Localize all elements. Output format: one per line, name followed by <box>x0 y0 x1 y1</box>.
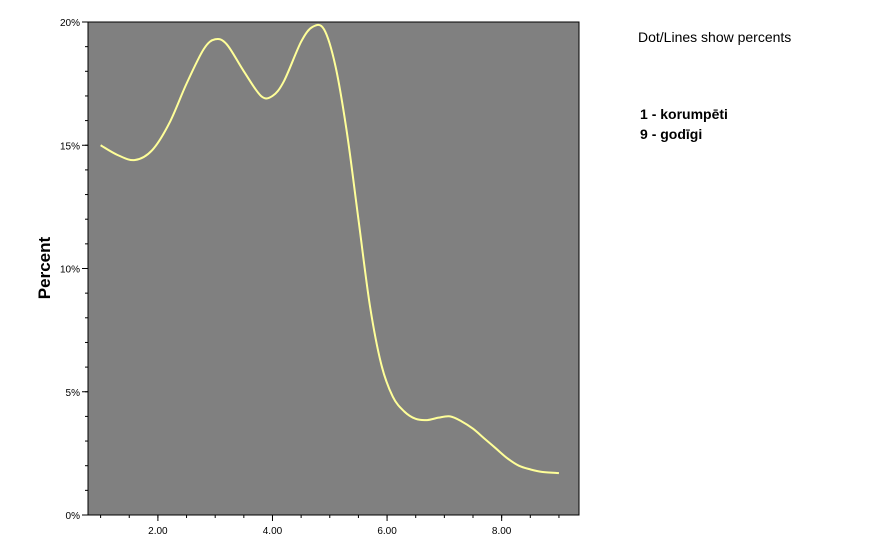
y-tick-label: 5% <box>66 388 81 399</box>
y-tick-label: 0% <box>66 511 81 522</box>
x-tick-label: 4.00 <box>263 526 283 537</box>
legend-text: - godīgi <box>651 126 703 142</box>
y-axis: 0% 5% 10% 15% 20% <box>60 18 88 522</box>
legend: 1 - korumpēti 9 - godīgi <box>640 104 728 144</box>
x-minor-ticks <box>100 515 560 518</box>
series-line <box>100 23 560 475</box>
legend-code: 1 <box>640 106 648 122</box>
legend-code: 9 <box>640 126 648 142</box>
x-tick-label: 8.00 <box>492 526 512 537</box>
y-tick-label: 15% <box>60 141 80 152</box>
x-axis: 2.00 4.00 6.00 8.00 <box>148 515 512 537</box>
plot-area <box>87 21 580 516</box>
x-tick-label: 6.00 <box>377 526 397 537</box>
legend-item: 9 - godīgi <box>640 124 728 144</box>
y-tick-label: 10% <box>60 265 80 276</box>
y-tick-label: 20% <box>60 18 80 29</box>
x-tick-label: 2.00 <box>148 526 168 537</box>
legend-item: 1 - korumpēti <box>640 104 728 124</box>
legend-text: - korumpēti <box>651 106 728 122</box>
y-axis-label: Percent <box>35 236 54 299</box>
note-text: Dot/Lines show percents <box>638 29 792 45</box>
